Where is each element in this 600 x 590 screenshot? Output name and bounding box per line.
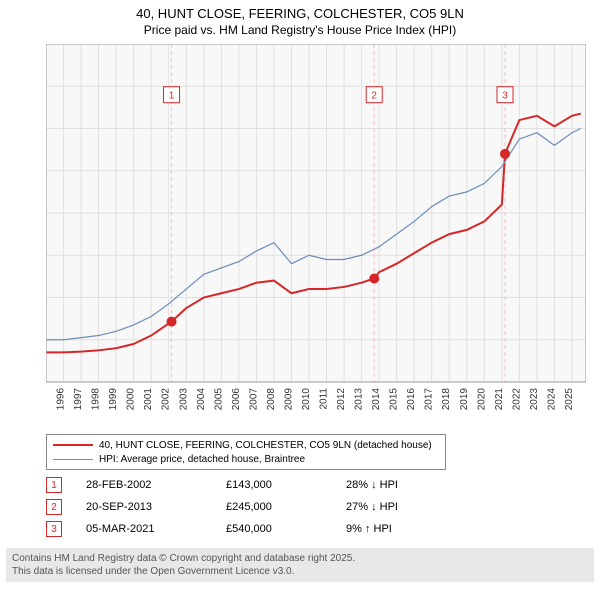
chart-container: 40, HUNT CLOSE, FEERING, COLCHESTER, CO5… bbox=[0, 0, 600, 590]
legend-label: 40, HUNT CLOSE, FEERING, COLCHESTER, CO5… bbox=[99, 440, 432, 451]
x-tick-label: 1998 bbox=[91, 388, 102, 411]
x-tick-label: 2003 bbox=[178, 388, 189, 411]
legend-item: HPI: Average price, detached house, Brai… bbox=[53, 452, 439, 466]
attribution: Contains HM Land Registry data © Crown c… bbox=[6, 548, 594, 582]
sale-marker-num: 1 bbox=[169, 91, 175, 102]
chart-title-line1: 40, HUNT CLOSE, FEERING, COLCHESTER, CO5… bbox=[0, 6, 600, 21]
x-tick-label: 2008 bbox=[266, 388, 277, 411]
x-tick-label: 2025 bbox=[564, 388, 575, 411]
x-tick-label: 2023 bbox=[529, 388, 540, 411]
sale-marker-num: 3 bbox=[502, 91, 508, 102]
attribution-line2: This data is licensed under the Open Gov… bbox=[12, 565, 588, 578]
sale-date: 20-SEP-2013 bbox=[86, 501, 226, 513]
sale-price: £540,000 bbox=[226, 523, 346, 535]
x-tick-label: 2018 bbox=[441, 388, 452, 411]
x-tick-label: 2001 bbox=[143, 388, 154, 411]
sale-row: 2 20-SEP-2013£245,00027% ↓ HPI bbox=[46, 496, 446, 518]
sale-num: 2 bbox=[46, 499, 62, 515]
chart-title-line2: Price paid vs. HM Land Registry's House … bbox=[0, 23, 600, 37]
sale-dot bbox=[167, 317, 177, 327]
sale-row: 3 05-MAR-2021£540,0009% ↑ HPI bbox=[46, 518, 446, 540]
x-tick-label: 1996 bbox=[56, 388, 67, 411]
sale-row: 1 28-FEB-2002£143,00028% ↓ HPI bbox=[46, 474, 446, 496]
x-tick-label: 2005 bbox=[213, 388, 224, 411]
sale-price: £245,000 bbox=[226, 501, 346, 513]
legend-label: HPI: Average price, detached house, Brai… bbox=[99, 454, 305, 465]
x-tick-label: 2000 bbox=[126, 388, 137, 411]
legend-swatch bbox=[53, 459, 93, 460]
x-tick-label: 2013 bbox=[354, 388, 365, 411]
sale-num: 3 bbox=[46, 521, 62, 537]
legend-item: 40, HUNT CLOSE, FEERING, COLCHESTER, CO5… bbox=[53, 438, 439, 452]
x-tick-label: 2021 bbox=[494, 388, 505, 411]
x-tick-label: 2014 bbox=[371, 388, 382, 411]
x-tick-label: 2002 bbox=[161, 388, 172, 411]
attribution-line1: Contains HM Land Registry data © Crown c… bbox=[12, 552, 588, 565]
x-tick-label: 2020 bbox=[476, 388, 487, 411]
x-tick-label: 2011 bbox=[319, 388, 330, 410]
sale-num: 1 bbox=[46, 477, 62, 493]
sale-table: 1 28-FEB-2002£143,00028% ↓ HPI 2 20-SEP-201… bbox=[46, 474, 446, 540]
legend: 40, HUNT CLOSE, FEERING, COLCHESTER, CO5… bbox=[46, 434, 446, 470]
x-tick-label: 2004 bbox=[196, 388, 207, 411]
x-tick-label: 2015 bbox=[389, 388, 400, 411]
x-tick-label: 1997 bbox=[73, 388, 84, 411]
sale-dot bbox=[369, 273, 379, 283]
sale-delta: 28% ↓ HPI bbox=[346, 479, 446, 491]
x-tick-label: 2006 bbox=[231, 388, 242, 411]
sale-date: 28-FEB-2002 bbox=[86, 479, 226, 491]
sale-delta: 27% ↓ HPI bbox=[346, 501, 446, 513]
x-tick-label: 2010 bbox=[301, 388, 312, 411]
line-chart: £0£100K£200K£300K£400K£500K£600K£700K£80… bbox=[46, 44, 586, 424]
x-tick-label: 2007 bbox=[248, 388, 259, 411]
x-tick-label: 2022 bbox=[511, 388, 522, 411]
sale-marker-num: 2 bbox=[371, 91, 377, 102]
sale-delta: 9% ↑ HPI bbox=[346, 523, 446, 535]
x-tick-label: 2009 bbox=[283, 388, 294, 411]
title-area: 40, HUNT CLOSE, FEERING, COLCHESTER, CO5… bbox=[0, 0, 600, 37]
x-tick-label: 2012 bbox=[336, 388, 347, 411]
sale-price: £143,000 bbox=[226, 479, 346, 491]
sale-dot bbox=[500, 149, 510, 159]
x-tick-label: 2019 bbox=[459, 388, 470, 411]
x-tick-label: 2016 bbox=[406, 388, 417, 411]
sale-date: 05-MAR-2021 bbox=[86, 523, 226, 535]
legend-swatch bbox=[53, 444, 93, 446]
x-tick-label: 2017 bbox=[424, 388, 435, 411]
x-tick-label: 2024 bbox=[546, 388, 557, 411]
x-tick-label: 1999 bbox=[108, 388, 119, 411]
x-tick-label: 1995 bbox=[46, 388, 49, 411]
